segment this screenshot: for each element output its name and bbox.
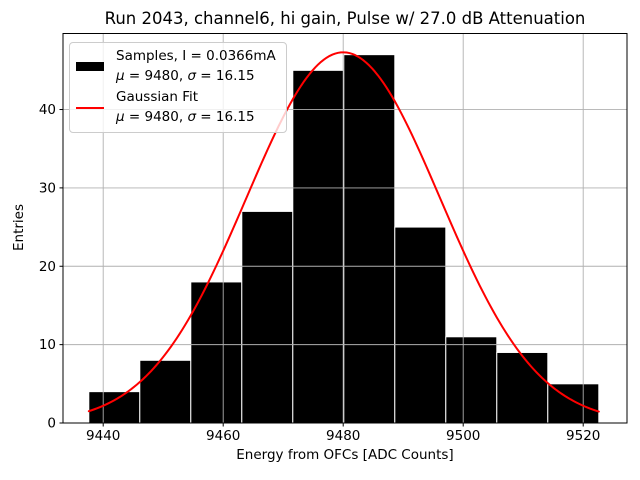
x-tick-label: 9500 xyxy=(446,428,480,444)
histogram-bar xyxy=(190,281,243,424)
gaussian-fit-swatch-icon xyxy=(76,106,104,109)
x-tick-label: 9440 xyxy=(86,428,120,444)
sigma-value: = 16.15 xyxy=(196,108,255,125)
legend-label-samples: Samples, I = 0.0366mA xyxy=(116,48,276,64)
legend-text-gaussian-fit: Gaussian Fit μ = 9480, σ = 16.15 xyxy=(116,88,255,127)
x-tick-label: 9520 xyxy=(566,428,600,444)
legend-text-samples: Samples, I = 0.0366mA μ = 9480, σ = 16.1… xyxy=(116,47,276,86)
x-axis-label: Energy from OFCs [ADC Counts] xyxy=(236,447,454,463)
sigma-symbol: σ xyxy=(187,67,196,84)
y-tick-label: 20 xyxy=(39,259,56,275)
mu-value: = 9480, xyxy=(124,67,188,84)
legend-entry-samples: Samples, I = 0.0366mA μ = 9480, σ = 16.1… xyxy=(76,47,280,86)
y-tick-label: 10 xyxy=(39,337,56,353)
legend-entry-gaussian-fit: Gaussian Fit μ = 9480, σ = 16.15 xyxy=(76,88,280,127)
x-tick-label: 9480 xyxy=(326,428,360,444)
x-tick-label: 9460 xyxy=(206,428,240,444)
legend-stats-samples: μ = 9480, σ = 16.15 xyxy=(116,68,255,84)
chart-title: Run 2043, channel6, hi gain, Pulse w/ 27… xyxy=(104,9,586,28)
samples-swatch-icon xyxy=(76,62,104,71)
histogram-bar xyxy=(445,336,498,424)
legend: Samples, I = 0.0366mA μ = 9480, σ = 16.1… xyxy=(69,42,287,133)
histogram-bar xyxy=(292,69,345,424)
y-tick-label: 0 xyxy=(47,416,56,432)
y-axis-label: Entries xyxy=(11,203,27,251)
sigma-symbol: σ xyxy=(187,108,196,125)
legend-swatch-wrap xyxy=(76,106,104,109)
legend-label-gaussian-fit: Gaussian Fit xyxy=(116,89,199,105)
y-tick-label: 40 xyxy=(39,102,56,118)
legend-swatch-wrap xyxy=(76,62,104,71)
mu-value: = 9480, xyxy=(124,108,188,125)
histogram-bar xyxy=(88,391,141,424)
mu-symbol: μ xyxy=(116,67,125,84)
legend-stats-gaussian-fit: μ = 9480, σ = 16.15 xyxy=(116,109,255,125)
histogram-bar xyxy=(496,351,549,424)
sigma-value: = 16.15 xyxy=(196,67,255,84)
gaussian-fit-curve xyxy=(87,51,600,413)
mu-symbol: μ xyxy=(116,108,125,125)
y-tick-label: 30 xyxy=(39,180,56,196)
histogram-bar xyxy=(139,359,192,424)
axes-border xyxy=(62,33,628,424)
histogram-bar xyxy=(394,226,447,424)
histogram-bar xyxy=(241,210,294,424)
